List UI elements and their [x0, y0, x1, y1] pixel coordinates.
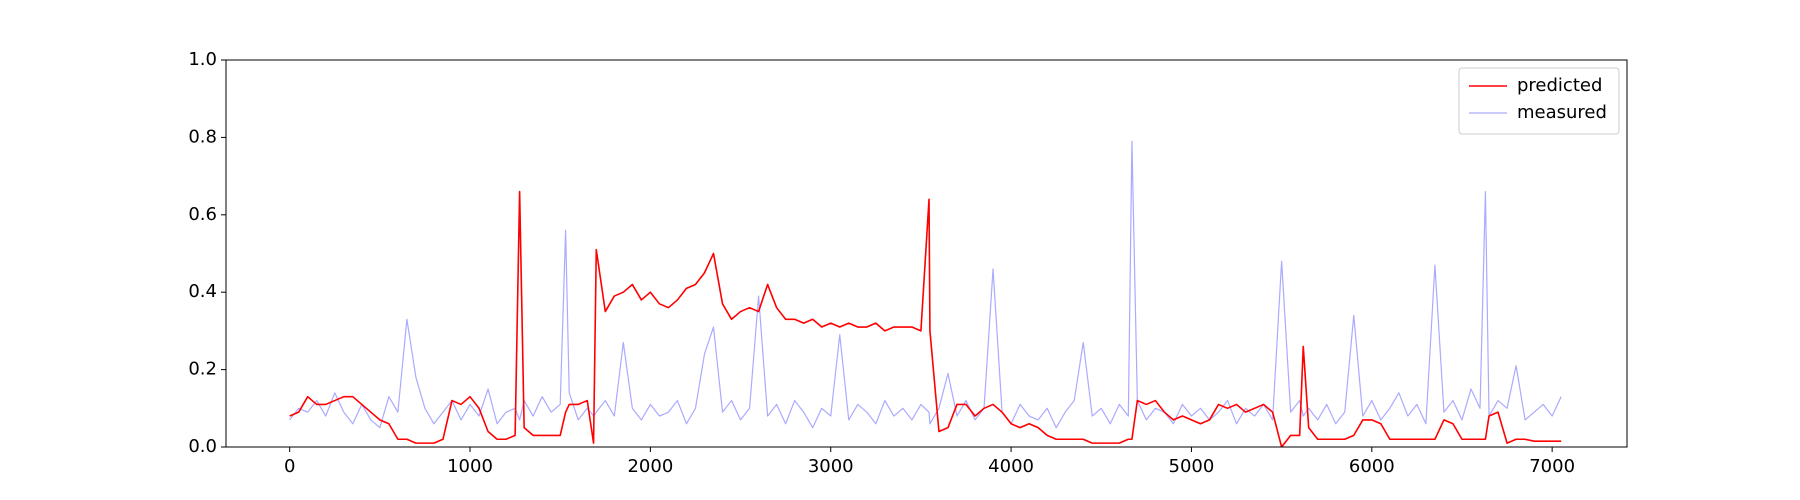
line-series — [289, 190, 1562, 447]
legend-box — [1458, 67, 1620, 135]
y-tick-label: 0.8 — [188, 126, 217, 147]
line-series — [289, 140, 1562, 429]
y-tick-label: 0.6 — [188, 204, 217, 225]
x-tick-label: 0 — [284, 456, 295, 477]
legend-label: predicted — [1517, 75, 1602, 96]
y-tick-label: 0.4 — [188, 281, 217, 302]
x-tick-label: 7000 — [1529, 456, 1575, 477]
x-tick-label: 5000 — [1169, 456, 1215, 477]
x-tick-label: 3000 — [808, 456, 854, 477]
x-tick-label: 6000 — [1349, 456, 1395, 477]
y-tick-label: 1.0 — [188, 49, 217, 70]
x-tick-label: 2000 — [627, 456, 673, 477]
y-tick-label: 0.0 — [188, 436, 217, 457]
plot-frame — [225, 59, 1628, 448]
x-tick-label: 1000 — [447, 456, 493, 477]
x-tick-label: 4000 — [988, 456, 1034, 477]
legend-label: measured — [1517, 102, 1607, 123]
y-tick-label: 0.2 — [188, 359, 217, 380]
